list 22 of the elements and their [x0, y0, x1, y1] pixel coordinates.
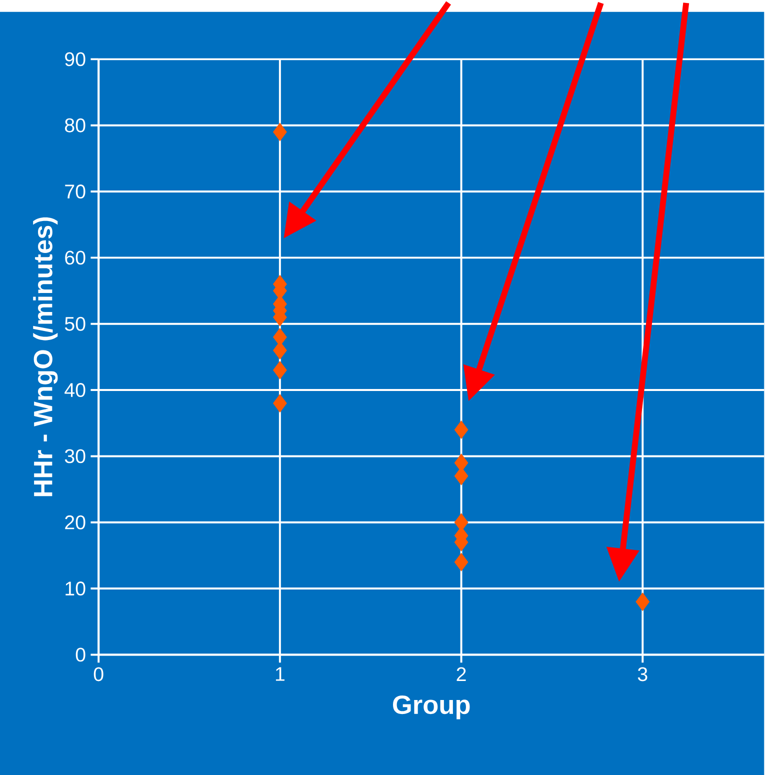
x-tick-label: 0 — [94, 667, 104, 682]
y-tick-label: 50 — [64, 316, 86, 331]
y-tick-label: 80 — [64, 118, 86, 132]
y-tick-label: 20 — [65, 515, 86, 530]
point — [454, 552, 468, 572]
x-tick-label: 1 — [276, 667, 284, 681]
point — [454, 420, 468, 439]
y-tick-label: 70 — [65, 184, 86, 199]
y-tick-label: 0 — [76, 648, 86, 662]
y-tick-label: 60 — [65, 250, 86, 265]
y-tick-label: 30 — [64, 449, 86, 464]
x-axis-title: Group — [392, 695, 470, 720]
y-axis-title: HHr - WngO (/minutes) — [33, 217, 58, 496]
y-tick-label: 90 — [65, 52, 86, 66]
x-tick-label: 3 — [638, 667, 648, 682]
y-tick-label: 40 — [64, 383, 86, 398]
point — [272, 122, 287, 142]
point — [272, 361, 287, 380]
y-tick-label: 10 — [66, 582, 86, 596]
point — [636, 592, 650, 611]
x-tick-label: 2 — [456, 667, 466, 682]
point — [272, 394, 287, 412]
